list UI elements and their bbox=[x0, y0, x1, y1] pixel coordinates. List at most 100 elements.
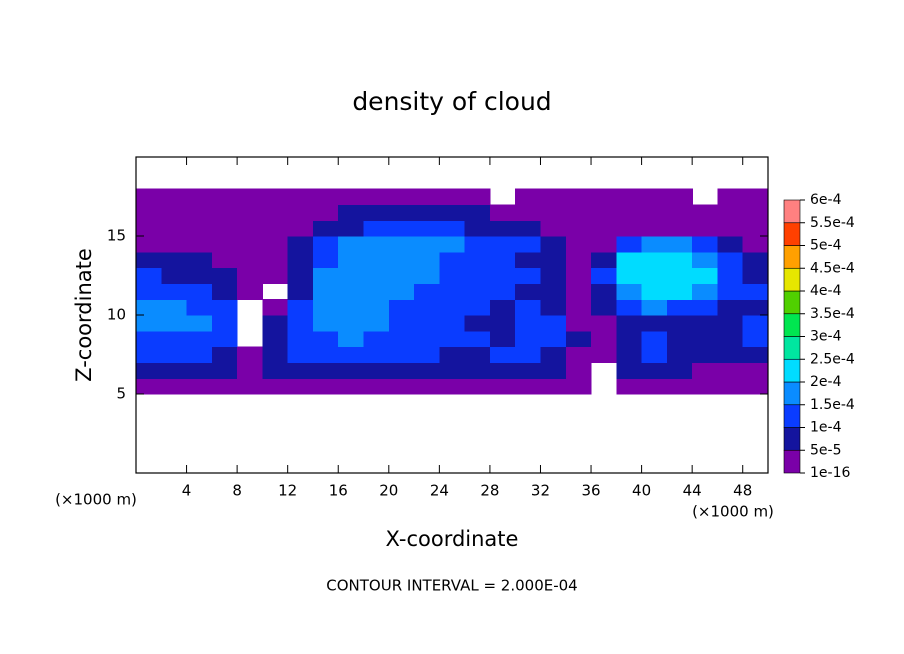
contour-cell bbox=[186, 346, 213, 363]
contour-cell bbox=[439, 236, 466, 253]
contour-cell bbox=[161, 220, 188, 237]
contour-cell bbox=[186, 267, 213, 284]
contour-cell bbox=[616, 378, 643, 395]
x-tick-label: 24 bbox=[430, 482, 449, 500]
contour-cell bbox=[666, 283, 693, 300]
contour-cell bbox=[136, 362, 162, 379]
contour-cell bbox=[464, 220, 491, 237]
contour-cell bbox=[262, 220, 289, 237]
contour-cell bbox=[540, 204, 567, 221]
contour-cell bbox=[338, 283, 365, 300]
contour-cell bbox=[565, 267, 592, 284]
contour-cell bbox=[439, 315, 466, 332]
contour-cell bbox=[464, 267, 491, 284]
contour-cell bbox=[565, 204, 592, 221]
y-tick-label: 10 bbox=[107, 306, 126, 324]
footer-note: CONTOUR INTERVAL = 2.000E-04 bbox=[326, 577, 577, 595]
contour-cell bbox=[312, 346, 339, 363]
contour-cell bbox=[717, 315, 744, 332]
contour-cell bbox=[439, 378, 466, 395]
contour-cell bbox=[742, 330, 768, 348]
contour-cell bbox=[565, 362, 592, 379]
contour-cell bbox=[692, 315, 719, 332]
contour-cell bbox=[464, 299, 491, 316]
contour-cell bbox=[287, 330, 314, 348]
contour-cell bbox=[161, 251, 188, 269]
contour-cell bbox=[641, 330, 668, 348]
contour-cell bbox=[717, 299, 744, 316]
x-tick-label: 8 bbox=[232, 482, 242, 500]
x-tick-label: 40 bbox=[632, 482, 651, 500]
contour-cell bbox=[414, 299, 440, 316]
x-tick-label: 48 bbox=[733, 482, 752, 500]
x-tick-label: 28 bbox=[480, 482, 499, 500]
contour-cell bbox=[136, 315, 162, 332]
contour-cell bbox=[312, 188, 339, 205]
contour-cell bbox=[666, 251, 693, 269]
colorbar-label: 5e-5 bbox=[810, 442, 841, 458]
contour-cell bbox=[211, 346, 238, 363]
contour-cell bbox=[742, 315, 768, 332]
contour-cell bbox=[616, 188, 643, 205]
contour-cell bbox=[439, 220, 466, 237]
contour-cell bbox=[161, 362, 188, 379]
contour-cell bbox=[692, 251, 719, 269]
contour-cell bbox=[312, 378, 339, 395]
contour-cell bbox=[136, 283, 162, 300]
x-tick-label: 32 bbox=[531, 482, 550, 500]
contour-cell bbox=[692, 299, 719, 316]
contour-cell bbox=[363, 346, 390, 363]
contour-cell bbox=[338, 251, 365, 269]
contour-cell bbox=[287, 315, 314, 332]
contour-cell bbox=[262, 378, 289, 395]
contour-cell bbox=[591, 220, 617, 237]
contour-cell bbox=[666, 330, 693, 348]
contour-cell bbox=[439, 330, 466, 348]
contour-cell bbox=[439, 283, 466, 300]
contour-cell bbox=[692, 378, 719, 395]
colorbar-label: 2e-4 bbox=[810, 374, 842, 390]
contour-cell bbox=[262, 362, 289, 379]
contour-cell bbox=[312, 267, 339, 284]
contour-cell bbox=[312, 220, 339, 237]
contour-cell bbox=[211, 283, 238, 300]
contour-cell bbox=[464, 362, 491, 379]
contour-cell bbox=[540, 346, 567, 363]
contour-cell bbox=[186, 315, 213, 332]
contour-cell bbox=[338, 204, 365, 221]
x-unit-label: (×1000 m) bbox=[692, 503, 774, 521]
contour-cell bbox=[211, 330, 238, 348]
contour-cell bbox=[717, 330, 744, 348]
contour-cell bbox=[388, 267, 415, 284]
contour-cell bbox=[464, 188, 491, 205]
contour-cell bbox=[616, 220, 643, 237]
contour-cell bbox=[414, 236, 440, 253]
contour-cell bbox=[439, 299, 466, 316]
contour-cell bbox=[136, 346, 162, 363]
contour-cell bbox=[666, 315, 693, 332]
contour-cell bbox=[616, 283, 643, 300]
contour-cell bbox=[591, 346, 617, 363]
colorbar-label: 4.5e-4 bbox=[810, 260, 855, 276]
contour-cell bbox=[363, 362, 390, 379]
contour-cell bbox=[540, 315, 567, 332]
contour-cell bbox=[641, 267, 668, 284]
contour-cell bbox=[616, 204, 643, 221]
contour-cell bbox=[363, 267, 390, 284]
contour-cell bbox=[565, 220, 592, 237]
contour-cell bbox=[717, 220, 744, 237]
contour-cell bbox=[262, 267, 289, 284]
contour-cell bbox=[388, 315, 415, 332]
contour-cell bbox=[515, 204, 542, 221]
contour-cell bbox=[338, 299, 365, 316]
contour-cell bbox=[388, 236, 415, 253]
contour-cell bbox=[388, 188, 415, 205]
contour-cell bbox=[540, 330, 567, 348]
contour-cell bbox=[388, 330, 415, 348]
contour-cell bbox=[363, 299, 390, 316]
contour-cell bbox=[161, 283, 188, 300]
contour-cell bbox=[515, 220, 542, 237]
contour-cell bbox=[641, 299, 668, 316]
